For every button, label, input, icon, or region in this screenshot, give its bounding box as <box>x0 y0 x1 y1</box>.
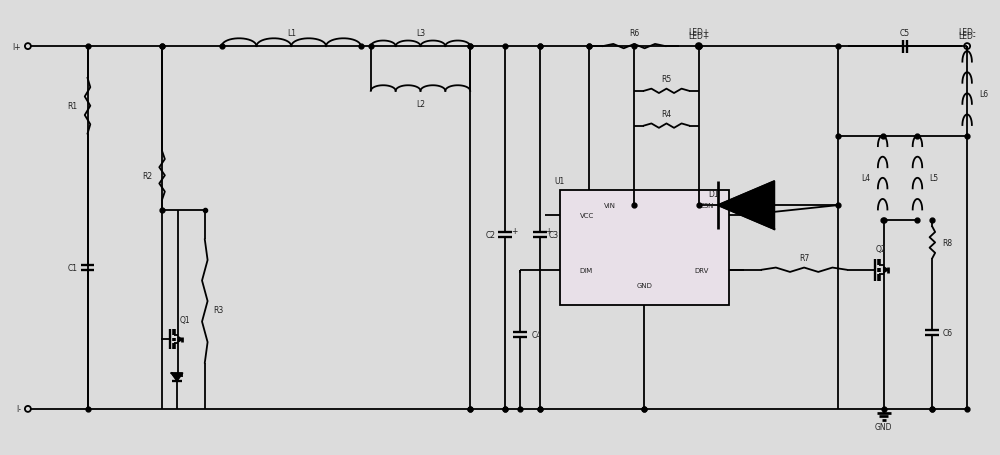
Text: L5: L5 <box>929 174 938 183</box>
Polygon shape <box>884 267 888 273</box>
Text: R6: R6 <box>629 29 639 38</box>
Text: LED+: LED+ <box>688 28 709 36</box>
Text: C2: C2 <box>486 231 496 240</box>
Text: +: + <box>546 227 552 236</box>
Text: C3: C3 <box>549 231 559 240</box>
Text: U1: U1 <box>555 177 565 185</box>
Polygon shape <box>178 337 182 342</box>
Text: DRV: DRV <box>694 267 709 273</box>
Text: R4: R4 <box>661 110 672 119</box>
Polygon shape <box>718 182 774 230</box>
Text: C5: C5 <box>900 29 910 38</box>
Text: L3: L3 <box>416 29 425 38</box>
Text: LED-: LED- <box>958 28 976 36</box>
Text: L1: L1 <box>287 29 296 38</box>
Text: R3: R3 <box>213 305 223 314</box>
Polygon shape <box>172 373 182 381</box>
Text: R7: R7 <box>799 254 809 263</box>
Text: R5: R5 <box>661 75 672 84</box>
Text: C1: C1 <box>68 263 78 272</box>
Text: DIM: DIM <box>580 267 593 273</box>
Text: L6: L6 <box>979 90 988 99</box>
Text: VCC: VCC <box>580 212 594 218</box>
Text: L2: L2 <box>416 100 425 109</box>
Text: R1: R1 <box>67 102 78 111</box>
Text: Q1: Q1 <box>180 315 191 324</box>
Text: D1: D1 <box>708 189 719 198</box>
Text: C6: C6 <box>942 329 952 338</box>
Text: +: + <box>511 227 517 236</box>
Text: L4: L4 <box>862 174 871 183</box>
Text: I-: I- <box>16 404 21 414</box>
Text: VIN: VIN <box>604 202 616 209</box>
Text: LED-: LED- <box>958 32 976 41</box>
Text: R2: R2 <box>142 172 152 181</box>
Text: C4: C4 <box>532 330 542 339</box>
Text: CSN: CSN <box>699 202 714 209</box>
Text: Q2: Q2 <box>875 245 886 254</box>
Text: I+: I+ <box>12 42 21 51</box>
FancyBboxPatch shape <box>560 191 729 305</box>
Text: R8: R8 <box>942 238 952 248</box>
Text: GND: GND <box>636 282 652 288</box>
Text: GND: GND <box>875 422 892 431</box>
Text: LED+: LED+ <box>688 32 709 41</box>
